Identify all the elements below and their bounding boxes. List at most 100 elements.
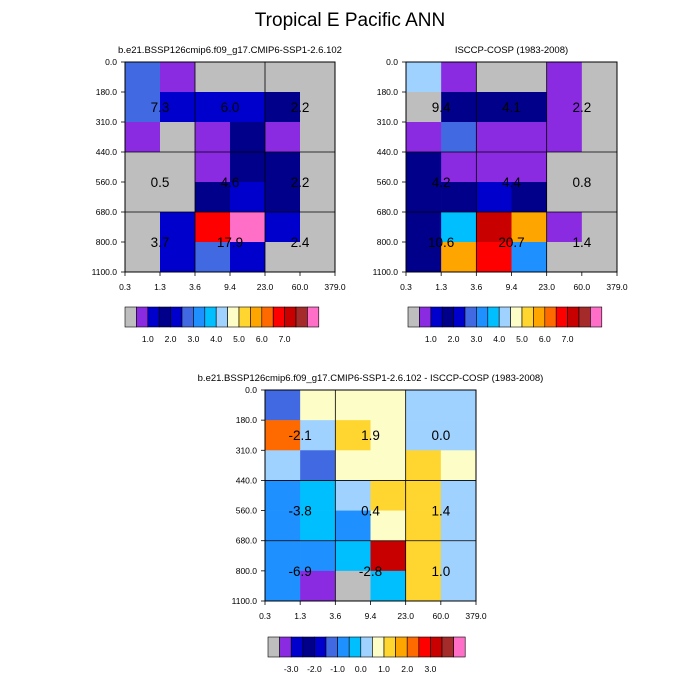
colorbar-label: 6.0 (539, 334, 551, 344)
panel-title: ISCCP-COSP (1983-2008) (455, 45, 568, 56)
heatmap-cell (441, 152, 477, 183)
y-tick-label: 680.0 (96, 207, 118, 217)
heatmap-cell (300, 212, 336, 243)
heatmap-cell (441, 242, 477, 273)
heatmap-cell (405, 480, 442, 511)
y-tick-label: 0.0 (105, 57, 117, 67)
heatmap-cell (441, 122, 477, 153)
colorbar-swatch (544, 306, 557, 328)
colorbar-label: 7.0 (562, 334, 574, 344)
x-tick-label: 0.3 (119, 282, 131, 292)
colorbar-swatch (136, 306, 149, 328)
heatmap-cell (230, 212, 266, 243)
colorbar-label: 3.0 (470, 334, 482, 344)
colorbar-swatch (372, 636, 385, 658)
x-tick-label: 0.3 (400, 282, 412, 292)
heatmap-cell (160, 62, 196, 93)
colorbar-swatch (360, 636, 373, 658)
colorbar-swatch (430, 636, 443, 658)
heatmap-cell (476, 152, 512, 183)
x-tick-label: 9.4 (506, 282, 518, 292)
colorbar-swatch (418, 636, 431, 658)
heatmap-cell (230, 62, 266, 93)
x-tick-label: 379.0 (324, 282, 346, 292)
y-tick-label: 440.0 (96, 147, 118, 157)
y-tick-label: 560.0 (236, 506, 258, 516)
heatmap-cell (300, 420, 336, 451)
colorbar-swatch (337, 636, 350, 658)
cell-value-label: 3.7 (151, 235, 170, 250)
heatmap-cell (440, 420, 477, 451)
colorbar-label: -2.0 (307, 664, 322, 674)
y-tick-label: 0.0 (386, 57, 398, 67)
colorbar-label: 2.0 (401, 664, 413, 674)
x-tick-label: 23.0 (538, 282, 555, 292)
cell-value-label: 2.4 (291, 235, 310, 250)
colorbar-swatch (314, 636, 327, 658)
heatmap-cell (195, 92, 231, 123)
cell-value-label: 4.1 (502, 100, 521, 115)
heatmap-cell (335, 540, 371, 572)
colorbar-swatch (261, 306, 274, 328)
cell-value-label: 17.9 (217, 235, 243, 250)
cell-value-label: 0.0 (431, 428, 450, 443)
heatmap-cell (405, 390, 442, 421)
colorbar-swatch (238, 306, 251, 328)
heatmap-cell (546, 212, 583, 243)
colorbar-swatch (590, 306, 603, 328)
heatmap-cell (265, 480, 301, 511)
heatmap-cell (265, 152, 301, 183)
colorbar-swatch (193, 306, 206, 328)
colorbar-label: 5.0 (516, 334, 528, 344)
colorbar-swatch (419, 306, 432, 328)
x-tick-label: 1.3 (154, 282, 166, 292)
heatmap-cell (230, 152, 266, 183)
heatmap-cell (265, 62, 301, 93)
heatmap-cell (370, 540, 406, 572)
y-tick-label: 180.0 (96, 87, 118, 97)
heatmap-cell (300, 182, 336, 213)
x-tick-label: 60.0 (292, 282, 309, 292)
heatmap-cell (265, 390, 301, 421)
heatmap-cell (125, 92, 161, 123)
y-tick-label: 1100.0 (232, 596, 258, 606)
y-tick-label: 680.0 (236, 536, 258, 546)
x-tick-label: 9.4 (365, 611, 377, 621)
heatmap-cell (581, 152, 618, 183)
heatmap-cell (125, 152, 161, 183)
cell-value-label: 2.2 (291, 175, 310, 190)
heatmap-cell (546, 62, 583, 93)
heatmap-cell (441, 212, 477, 243)
x-tick-label: 3.6 (329, 611, 341, 621)
heatmap-cell (335, 390, 371, 421)
x-tick-label: 23.0 (257, 282, 274, 292)
heatmap-cell (405, 570, 442, 602)
colorbar-label: 2.0 (448, 334, 460, 344)
heatmap-cell (300, 122, 336, 153)
heatmap-cell (476, 62, 512, 93)
heatmap-cell (300, 62, 336, 93)
heatmap-cell (511, 92, 547, 123)
heatmap-cell (265, 242, 301, 273)
heatmap-cell (440, 450, 477, 481)
y-tick-label: 440.0 (377, 147, 399, 157)
heatmap-cell (370, 480, 406, 511)
heatmap-cell (406, 182, 442, 213)
colorbar-label: 7.0 (279, 334, 291, 344)
x-tick-label: 379.0 (465, 611, 487, 621)
heatmap-cell (265, 570, 301, 602)
colorbar-swatch (227, 306, 240, 328)
heatmap-cell (230, 122, 266, 153)
heatmap-cell (300, 540, 336, 572)
heatmap-cell (581, 242, 618, 273)
heatmap-cell (440, 480, 477, 511)
heatmap-cell (476, 212, 512, 243)
colorbar-swatch (272, 306, 285, 328)
heatmap-cell (511, 62, 547, 93)
heatmap-cell (406, 242, 442, 273)
heatmap-cell (265, 450, 301, 481)
figure-title: Tropical E Pacific ANN (254, 10, 446, 31)
colorbar-swatch (295, 306, 308, 328)
y-tick-label: 310.0 (96, 117, 118, 127)
